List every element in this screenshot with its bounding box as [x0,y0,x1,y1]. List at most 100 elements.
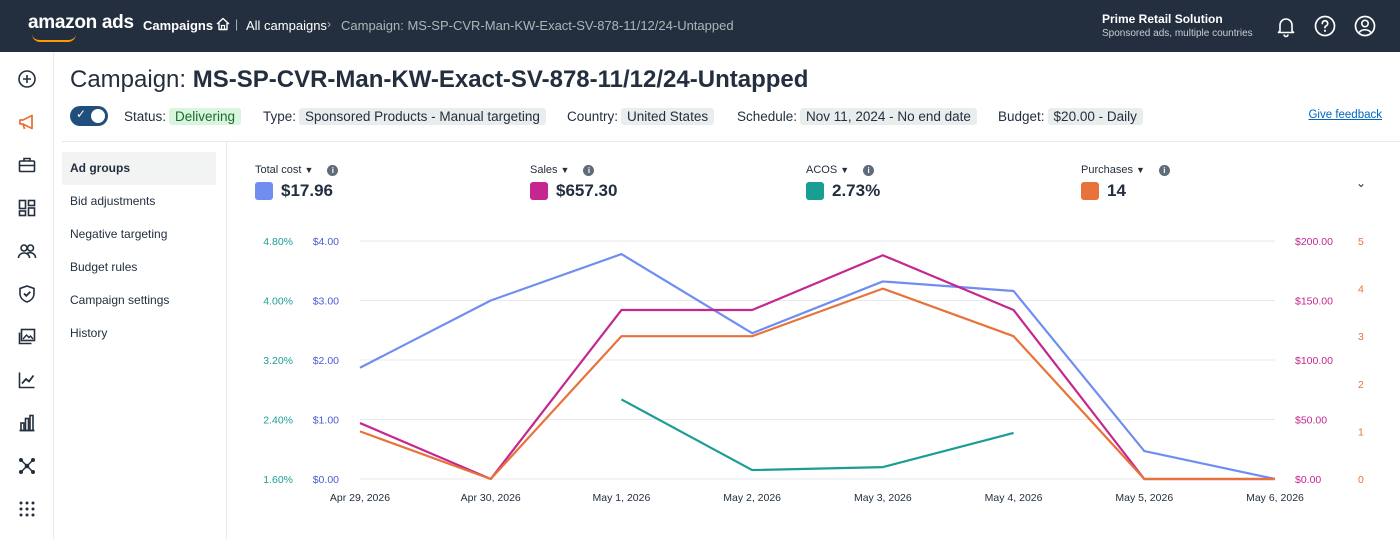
toggle-knob [91,109,105,123]
metric-acos: ACOS ▼ i 2.73% [806,164,880,201]
series-color-swatch[interactable] [530,182,548,200]
line-chart-icon[interactable] [17,370,37,390]
metric-value: $17.96 [281,181,333,200]
performance-line-chart: 1.60% 2.40% 3.20% 4.00% 4.80% $0.00 $1.00 $2.00… [263,236,1364,504]
y-tick-label-purchases: 2 [1358,379,1364,391]
y-tick-label-sales: $0.00 [1295,474,1321,486]
nav-item-ad-groups[interactable]: Ad groups [62,152,216,185]
x-tick-label: Apr 29, 2026 [330,492,390,504]
series-color-swatch[interactable] [806,182,824,200]
header-divider [62,141,1400,142]
y-tick-label-purchases: 0 [1358,474,1364,486]
type-label: Type: [263,109,297,124]
x-tick-label: Apr 30, 2026 [461,492,521,504]
y-tick-label-acos: 1.60% [263,474,293,486]
y-tick-label-cost: $2.00 [313,355,339,367]
chevron-down-icon[interactable]: ▼ [304,165,314,175]
metric-total-cost: Total cost ▼ i $17.96 [255,164,339,201]
type-value: Sponsored Products - Manual targeting [299,108,546,125]
budget-value: $20.00 - Daily [1047,108,1143,125]
page-title: Campaign: MS-SP-CVR-Man-KW-Exact-SV-878-… [70,66,808,94]
info-icon[interactable]: i [863,164,875,176]
top-nav-bar: amazon ads Campaigns | All campaigns › C… [0,0,1400,52]
x-tick-label: May 3, 2026 [854,492,912,504]
y-tick-label-purchases: 5 [1358,236,1364,248]
plus-circle-icon[interactable] [17,69,37,89]
series-line-purchases [359,287,1275,481]
schedule-label: Schedule: [737,109,798,124]
y-tick-label-cost: $1.00 [313,415,339,427]
shield-icon[interactable] [17,284,37,304]
give-feedback-link[interactable]: Give feedback [1308,109,1382,121]
series-line-sales [359,254,1275,481]
images-icon[interactable] [17,327,37,347]
y-tick-label-purchases: 3 [1358,331,1364,343]
status-field: Status: Delivering [124,108,242,125]
campaign-name: MS-SP-CVR-Man-KW-Exact-SV-878-11/12/24-U… [192,66,809,93]
metric-value: 14 [1107,181,1126,200]
help-icon[interactable] [1313,14,1337,38]
info-icon[interactable]: i [1158,164,1170,176]
nav-item-bid-adjustments[interactable]: Bid adjustments [70,194,156,208]
chevron-down-icon[interactable]: ▼ [1135,165,1145,175]
series-line-acos [620,398,1014,472]
briefcase-icon[interactable] [17,155,37,175]
logo-smile-icon [32,34,76,42]
left-icon-rail [0,52,54,539]
type-field: Type: Sponsored Products - Manual targeti… [263,108,546,125]
y-tick-label-sales: $150.00 [1295,296,1333,308]
budget-field: Budget: $20.00 - Daily [998,108,1143,125]
x-tick-label: May 2, 2026 [723,492,781,504]
breadcrumb-campaigns[interactable]: Campaigns [143,18,214,33]
country-value: United States [621,108,715,125]
x-tick-label: May 1, 2026 [593,492,651,504]
budget-label: Budget: [998,109,1045,124]
x-tick-label: May 5, 2026 [1115,492,1173,504]
y-tick-label-purchases: 4 [1358,284,1364,296]
breadcrumb-all-campaigns[interactable]: All campaigns [246,18,327,33]
metric-label[interactable]: Sales [530,164,558,176]
country-label: Country: [567,109,619,124]
breadcrumb-current-campaign: Campaign: MS-SP-CVR-Man-KW-Exact-SV-878-… [341,18,734,33]
series-color-swatch[interactable] [1081,182,1099,200]
account-name[interactable]: Prime Retail Solution [1102,12,1223,26]
y-tick-label-cost: $3.00 [313,296,339,308]
info-icon[interactable]: i [583,164,595,176]
amazon-ads-logo[interactable]: amazon ads [28,12,134,33]
user-icon[interactable] [1353,14,1377,38]
dashboard-icon[interactable] [17,198,37,218]
people-icon[interactable] [17,241,37,261]
apps-grid-icon[interactable] [17,499,37,519]
nav-item-history[interactable]: History [70,326,108,340]
metric-purchases: Purchases ▼ i 14 [1081,164,1170,201]
account-subtitle: Sponsored ads, multiple countries [1102,28,1253,39]
campaign-side-nav: Ad groups Bid adjustments Negative targe… [62,152,216,350]
series-line-total-cost [359,252,1276,481]
series-color-swatch[interactable] [255,182,273,200]
metric-label[interactable]: Purchases [1081,164,1133,176]
metric-label[interactable]: ACOS [806,164,838,176]
metric-label[interactable]: Total cost [255,164,302,176]
chevron-right-icon: › [327,17,331,31]
bell-icon[interactable] [1274,14,1298,38]
status-badge: Delivering [169,108,242,125]
y-tick-label-sales: $50.00 [1295,415,1327,427]
home-icon[interactable] [215,16,231,32]
chevron-down-icon[interactable]: ▼ [840,165,850,175]
megaphone-icon[interactable] [17,112,37,132]
nav-item-negative-targeting[interactable]: Negative targeting [70,227,168,241]
campaign-status-toggle[interactable]: ✓ [70,106,108,126]
info-icon[interactable]: i [327,164,339,176]
nav-item-budget-rules[interactable]: Budget rules [70,260,138,274]
sidenav-divider [226,142,227,539]
y-tick-label-sales: $100.00 [1295,355,1333,367]
breadcrumb-separator: | [235,17,239,31]
bar-chart-icon[interactable] [17,413,37,433]
check-icon: ✓ [76,107,87,121]
page-title-prefix: Campaign: [70,66,193,93]
nav-item-campaign-settings[interactable]: Campaign settings [70,293,170,307]
chevron-down-icon[interactable]: ▼ [560,165,570,175]
network-icon[interactable] [17,456,37,476]
y-tick-label-acos: 4.00% [263,296,293,308]
expand-chevron-icon[interactable]: ⌄ [1356,176,1367,190]
